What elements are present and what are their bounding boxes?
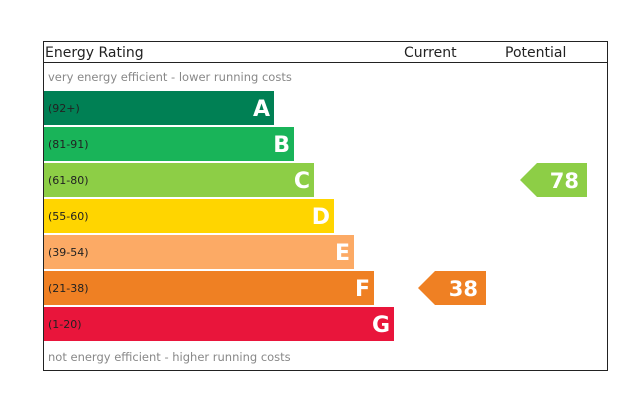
potential-column-header: Potential xyxy=(505,45,566,61)
band-f-range: (21-38) xyxy=(48,282,89,295)
chart-frame xyxy=(43,41,608,371)
band-d-range: (55-60) xyxy=(48,210,89,223)
band-f-bar xyxy=(44,271,374,305)
band-b-bar xyxy=(44,127,294,161)
band-e-bar xyxy=(44,235,354,269)
rating-bands: (92+) A (81-91) B (61-80) C (55-60) D (39-54) E (2… xyxy=(44,91,394,341)
band-a-bar xyxy=(44,91,274,125)
current-rating-value: 38 xyxy=(449,277,478,301)
bottom-note: not energy efficient - higher running co… xyxy=(48,350,291,364)
band-d-letter: D xyxy=(312,205,330,230)
top-note: very energy efficient - lower running co… xyxy=(48,70,292,84)
band-c-range: (61-80) xyxy=(48,174,89,187)
band-b-letter: B xyxy=(273,133,290,158)
potential-rating-value: 78 xyxy=(550,169,579,193)
band-f-letter: F xyxy=(355,277,370,302)
band-c-bar xyxy=(44,163,314,197)
band-c-letter: C xyxy=(294,169,310,194)
potential-rating-marker xyxy=(520,163,587,197)
band-g-letter: G xyxy=(372,313,390,338)
chart-title: Energy Rating xyxy=(45,45,144,61)
band-g-range: (1-20) xyxy=(48,318,82,331)
band-a-range: (92+) xyxy=(48,102,80,115)
band-g-bar xyxy=(44,307,394,341)
current-column-header: Current xyxy=(404,45,457,61)
rating-markers: 38 78 xyxy=(418,163,587,305)
band-b-range: (81-91) xyxy=(48,138,89,151)
current-rating-marker xyxy=(418,271,486,305)
band-e-letter: E xyxy=(335,241,350,266)
band-d-bar xyxy=(44,199,334,233)
band-e-range: (39-54) xyxy=(48,246,89,259)
band-a-letter: A xyxy=(253,97,270,122)
